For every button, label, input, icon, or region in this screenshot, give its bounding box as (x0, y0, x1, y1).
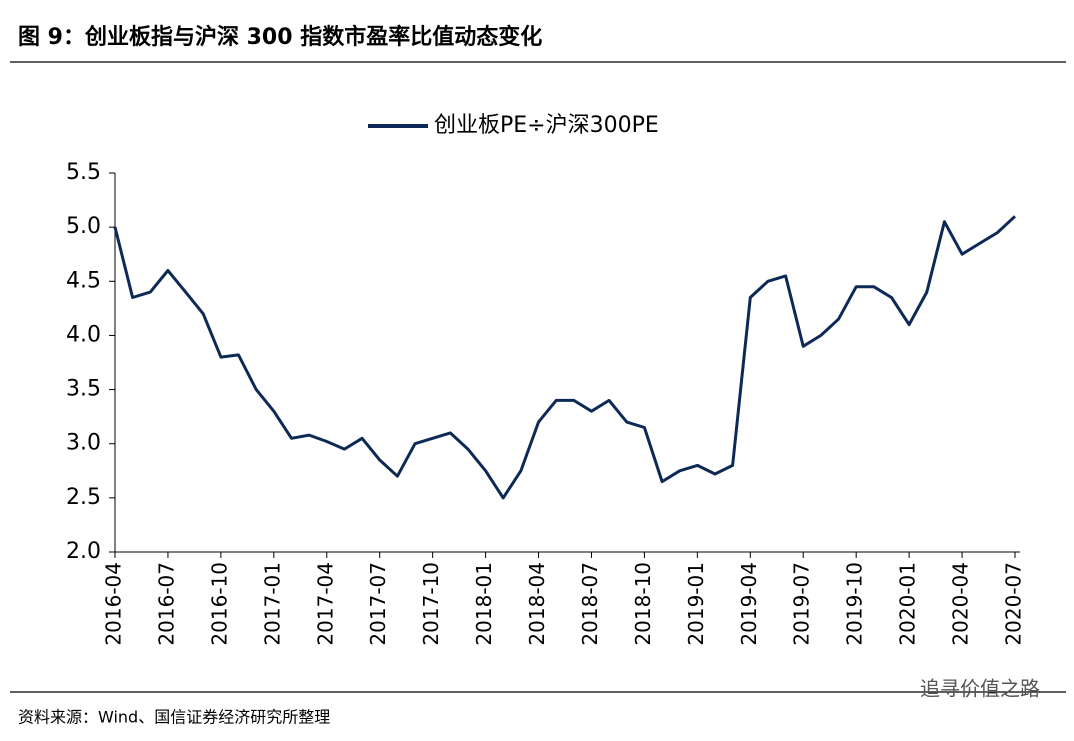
x-tick-label: 2019-01 (684, 562, 708, 646)
x-tick-label: 2020-01 (896, 562, 920, 646)
x-tick-label: 2017-04 (313, 562, 337, 646)
x-tick-label: 2018-07 (578, 562, 602, 646)
y-tick-label: 4.0 (66, 322, 101, 347)
y-tick-label: 4.5 (66, 268, 101, 293)
x-tick-label: 2019-10 (843, 562, 867, 646)
x-tick-label: 2016-07 (154, 562, 178, 646)
x-tick-label: 2018-01 (472, 562, 496, 646)
y-tick-label: 2.5 (66, 485, 101, 510)
x-tick-label: 2016-04 (102, 562, 126, 646)
x-tick-label: 2016-10 (207, 562, 231, 646)
y-tick-label: 5.0 (66, 214, 101, 239)
x-tick-label: 2019-04 (737, 562, 761, 646)
x-tick-label: 2017-07 (366, 562, 390, 646)
x-tick-label: 2018-10 (631, 562, 655, 646)
y-tick-label: 2.0 (66, 539, 101, 564)
watermark: 追寻价值之路 (920, 677, 1040, 701)
x-tick-label: 2020-07 (1002, 562, 1026, 646)
x-tick-label: 2019-07 (790, 562, 814, 646)
page-title: 图 9：创业板指与沪深 300 指数市盈率比值动态变化 (18, 24, 542, 50)
x-tick-label: 2018-04 (525, 562, 549, 646)
series-line (113, 215, 1017, 500)
x-tick-label: 2017-10 (419, 562, 443, 646)
y-tick-label: 5.5 (66, 160, 101, 185)
y-tick-label: 3.5 (66, 377, 101, 402)
x-tick-label: 2020-04 (949, 562, 973, 646)
source: 资料来源：Wind、国信证券经济研究所整理 (18, 708, 330, 727)
legend-label: 创业板PE÷沪深300PE (434, 113, 659, 138)
x-tick-label: 2017-01 (260, 562, 284, 646)
y-tick-label: 3.0 (66, 431, 101, 456)
